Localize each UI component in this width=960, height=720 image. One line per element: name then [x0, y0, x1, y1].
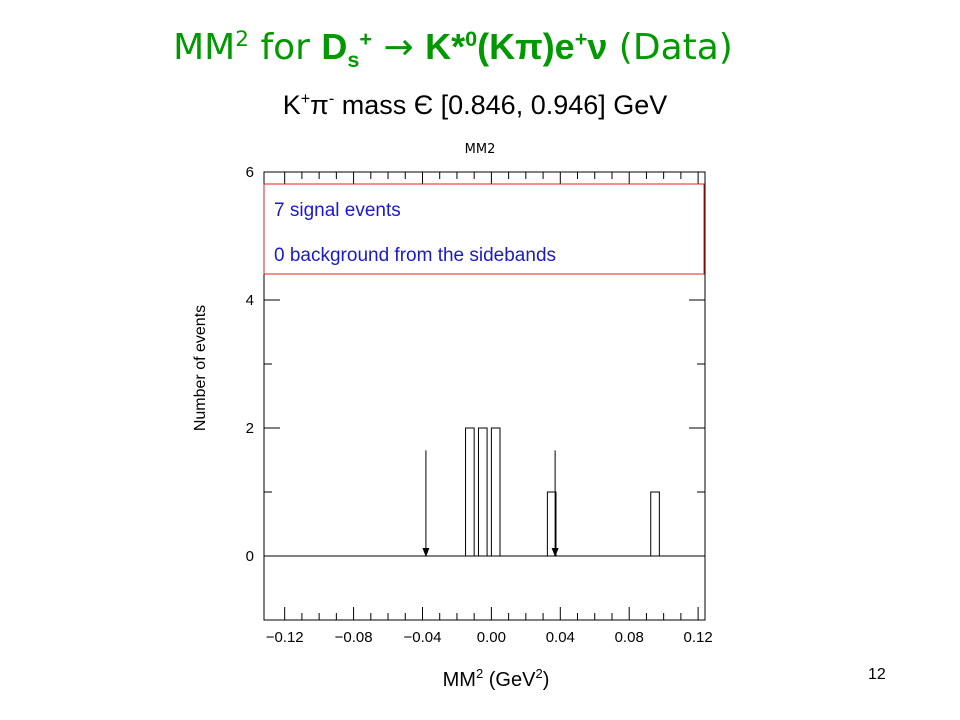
x-tick-label: 0.08	[615, 629, 644, 646]
signal-window-arrows	[422, 450, 559, 557]
histogram-bin	[490, 427, 501, 557]
x-tick-label: −0.08	[335, 629, 373, 646]
window-arrow-head	[422, 548, 430, 557]
x-tick-label: −0.04	[404, 629, 442, 646]
window-arrow-head	[551, 548, 559, 557]
x-tick-label: 0.00	[477, 629, 506, 646]
slide-number: 12	[868, 666, 886, 683]
x-axis-label: MM2 (GeV2)	[443, 666, 550, 691]
histogram-bin	[465, 427, 475, 557]
plot-frame	[263, 171, 706, 621]
background-annotation: 0 background from the sidebands	[274, 245, 556, 266]
y-tick-label: 2	[246, 420, 254, 437]
x-tick-label: 0.04	[546, 629, 575, 646]
y-tick-label: 4	[246, 292, 254, 309]
y-axis-label: Number of events	[192, 305, 209, 431]
x-tick-label: −0.12	[266, 629, 304, 646]
y-tick-label: 6	[246, 164, 254, 181]
slide-title: MM2 for Ds+ → K*0(Kπ)e+ν (Data)	[173, 26, 733, 73]
histogram-bin	[546, 491, 557, 557]
histogram-bars	[465, 427, 660, 557]
annotation-box	[263, 183, 705, 275]
mass-window-subtitle: K+π- mass Є [0.846, 0.946] GeV	[282, 90, 668, 120]
histogram-bin	[477, 427, 488, 557]
signal-events-annotation: 7 signal events	[274, 200, 401, 221]
x-tick-label: 0.12	[684, 629, 713, 646]
y-tick-label: 0	[246, 548, 254, 565]
histogram-bin	[650, 491, 660, 557]
histogram-label: MM2	[465, 142, 496, 157]
